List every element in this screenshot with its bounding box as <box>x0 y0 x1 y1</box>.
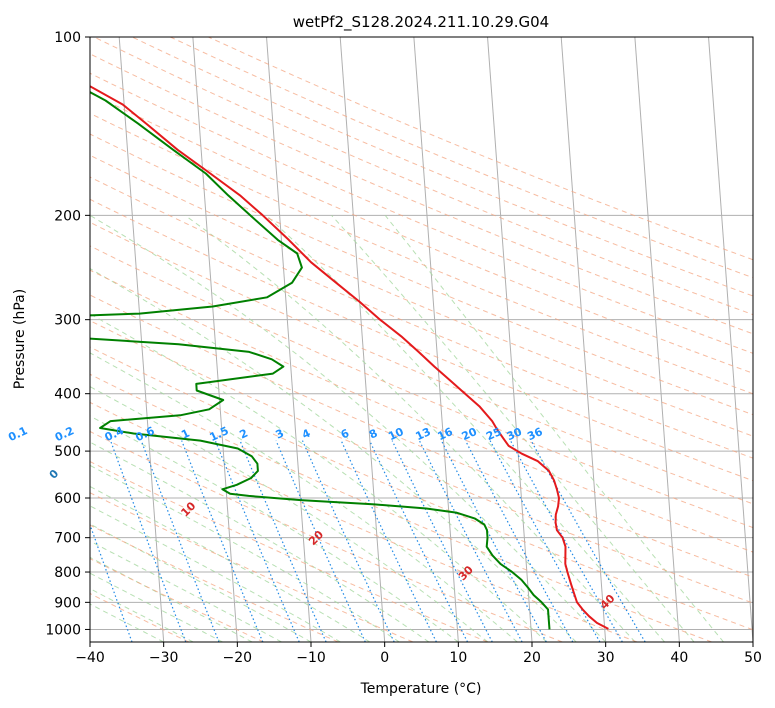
y-axis-label: Pressure (hPa) <box>12 289 28 389</box>
moist-adiabat-line <box>90 415 459 642</box>
mixing-ratio-line <box>181 440 264 642</box>
isotherm-line <box>634 37 680 642</box>
x-tick-label: −40 <box>75 650 105 666</box>
y-tick-label: 500 <box>54 444 81 460</box>
dry-adiabat-line <box>90 373 712 642</box>
moist-adiabat-line <box>384 214 724 642</box>
mixing-ratio-line <box>489 440 601 642</box>
y-tick-label: 600 <box>54 491 81 507</box>
isotherm-line <box>708 37 753 642</box>
y-tick-label: 400 <box>54 387 81 403</box>
mixing-ratio-line <box>509 440 623 642</box>
x-tick-label: 20 <box>523 650 541 666</box>
mixing-ratio-label: 16 <box>436 425 456 443</box>
y-tick-label: 200 <box>54 208 81 224</box>
mixing-ratio-label: 10 <box>386 425 406 443</box>
mixing-ratio-line <box>530 440 646 642</box>
moist-adiabat-line <box>90 485 371 642</box>
moist-adiabat-line <box>90 268 577 642</box>
moist-adiabat-line <box>90 588 194 642</box>
dry-adiabat-line <box>90 346 753 631</box>
dry-adiabat-line <box>90 154 753 437</box>
moist-adiabat-line <box>265 214 665 642</box>
isotherm-line <box>192 37 238 642</box>
mixing-ratio-line <box>214 440 300 642</box>
reference-line-labels: -100-90-80-70-60-50-40-30-20-10010203040… <box>6 424 617 612</box>
x-axis-label: Temperature (°C) <box>360 681 482 697</box>
mixing-ratio-line <box>440 440 547 642</box>
sounding-series <box>90 85 609 630</box>
dry-adiabat-line <box>90 461 488 642</box>
dry-adiabats <box>90 37 753 642</box>
isotherm-line <box>413 37 459 642</box>
mixing-ratio-line <box>369 440 469 642</box>
dry-adiabat-line <box>90 133 753 416</box>
x-tick-label: 0 <box>380 650 389 666</box>
grid-lines <box>90 37 753 642</box>
dewpoint-profile-line <box>90 90 551 630</box>
moist-adiabat-line <box>90 441 430 642</box>
mixing-ratio-label: 30 <box>505 425 525 443</box>
temperature-profile-line <box>90 85 609 630</box>
dry-adiabat-line <box>93 37 753 316</box>
isotherm-line <box>560 37 607 642</box>
moist-adiabat-line <box>331 214 695 642</box>
mixing-ratio-line <box>391 440 493 642</box>
mixing-ratio-line <box>239 440 327 642</box>
x-tick-label: −30 <box>149 650 179 666</box>
isotherm-line <box>266 37 312 642</box>
chart-title: wetPf2_S128.2024.211.10.29.G04 <box>293 13 549 32</box>
mixing-ratio-label: 25 <box>484 425 503 443</box>
moist-adiabats <box>90 214 724 642</box>
dry-adiabat-line <box>90 401 638 642</box>
moist-adiabat-line <box>90 572 223 642</box>
x-tick-label: −10 <box>296 650 326 666</box>
dry-adiabat-line <box>90 221 753 505</box>
mixing-ratio-label: 13 <box>414 425 433 443</box>
mixing-ratio-line <box>464 440 574 642</box>
isotherm-line <box>339 37 386 642</box>
moist-adiabat-line <box>90 313 548 642</box>
mixing-ratio-line <box>275 440 366 642</box>
dry-adiabat-line <box>90 524 339 642</box>
y-tick-label: 300 <box>54 313 81 329</box>
mixing-ratio-label: 36 <box>525 425 545 443</box>
y-tick-label: 900 <box>54 595 81 611</box>
mixing-ratio-label: 20 <box>460 425 480 443</box>
dry-adiabat-line <box>90 294 753 578</box>
y-tick-label: 100 <box>54 30 81 46</box>
x-tick-label: 40 <box>670 650 688 666</box>
moist-adiabat-line <box>90 386 489 642</box>
x-tick-label: 10 <box>449 650 467 666</box>
dry-adiabat-line <box>90 320 753 604</box>
isotherm-line <box>487 37 533 642</box>
moist-adiabat-line <box>184 214 636 642</box>
y-tick-label: 1000 <box>45 622 81 638</box>
y-tick-label: 700 <box>54 531 81 547</box>
axis-ticks: −40 −30 −20 −10 0 10 20 30 40 50 100 200 300 400 500 60… <box>45 30 762 666</box>
dry-adiabat-line <box>90 92 753 374</box>
dry-adiabat-line <box>90 198 753 482</box>
y-tick-label: 800 <box>54 565 81 581</box>
plot-frame <box>89 36 754 643</box>
dry-adiabat-line <box>90 245 753 529</box>
moist-adiabat-line <box>90 505 341 642</box>
dry-adiabat-line <box>90 53 753 335</box>
x-tick-label: −20 <box>223 650 253 666</box>
x-tick-label: 30 <box>597 650 615 666</box>
mixing-ratio-lines <box>90 440 646 642</box>
moist-adiabat-line <box>90 603 164 642</box>
dry-adiabat-line <box>90 430 563 642</box>
moist-adiabat-line <box>90 464 400 642</box>
x-tick-label: 50 <box>744 650 762 666</box>
moist-adiabat-line <box>90 214 607 642</box>
